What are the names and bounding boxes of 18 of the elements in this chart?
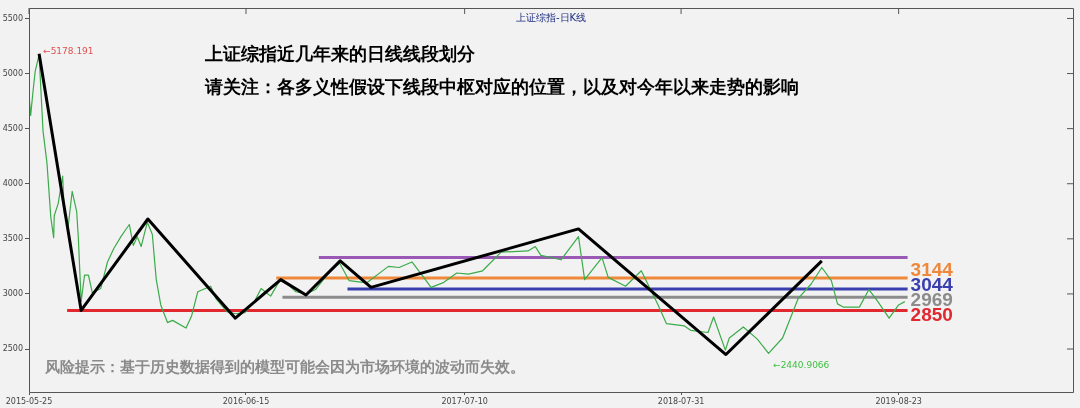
y-tick-label: 5500 xyxy=(2,13,23,23)
annotation: 请关注：各多义性假设下线段中枢对应的位置，以及对今年以来走势的影响 xyxy=(204,75,799,97)
x-tick-label: 2017-07-10 xyxy=(441,396,488,406)
y-tick-label: 5000 xyxy=(2,68,23,78)
annotation: 风险提示：基于历史数据得到的模型可能会因为市场环境的波动而失效。 xyxy=(44,357,525,376)
y-tick-label: 2500 xyxy=(2,344,23,354)
x-tick-label: 2015-05-25 xyxy=(5,396,53,406)
x-tick-label: 2018-07-31 xyxy=(657,396,705,406)
annotation: 上证综指近几年来的日线线段划分 xyxy=(204,42,476,64)
y-tick-label: 3500 xyxy=(2,233,23,243)
x-tick-label: 2016-06-15 xyxy=(222,396,270,406)
x-tick-label: 2019-08-23 xyxy=(875,396,922,406)
y-tick-label: 4000 xyxy=(2,178,23,188)
chart-title: 上证综指-日K线 xyxy=(515,11,587,23)
annotation: ←5178.191 xyxy=(43,46,94,57)
y-tick-label: 3000 xyxy=(2,289,23,299)
annotation: ←2440.9066 xyxy=(773,359,830,370)
y-tick-label: 4500 xyxy=(2,123,23,133)
